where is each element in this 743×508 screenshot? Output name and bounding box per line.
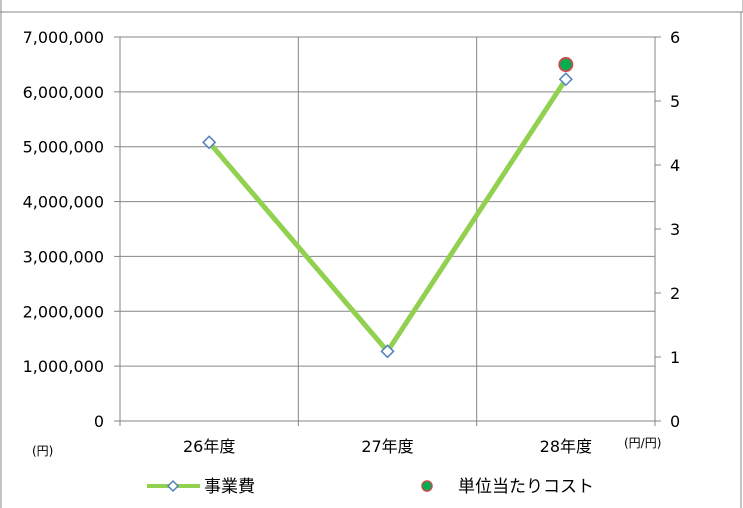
series-lines [207,77,568,354]
right-axis-tick-label: 1 [670,348,680,367]
x-axis-tick-label: 27年度 [361,437,413,456]
left-axis-tick-label: 6,000,000 [23,83,104,102]
left-axis-tick-label: 7,000,000 [23,28,104,47]
gridlines [120,36,656,421]
right-axis-tick-label: 5 [670,92,680,111]
legend-item-jigyouhi: 事業費 [147,477,255,497]
legend-label: 単位当たりコスト [458,477,594,497]
left-axis-tick-label: 4,000,000 [23,193,104,212]
axes [114,36,661,426]
legend: 事業費 単位当たりコスト [147,477,594,497]
left-axis-tick-label: 2,000,000 [23,302,104,321]
right-axis-tick-label: 6 [670,28,680,47]
left-axis-tick-label: 3,000,000 [23,247,104,266]
left-axis-tick-label: 5,000,000 [23,138,104,157]
legend-diamond-marker [166,479,180,493]
right-axis-unit: (円/円) [624,436,661,450]
series-markers [202,57,574,359]
left-axis-tick-labels: 0 1,000,000 2,000,000 3,000,000 4,000,000 5,0… [23,28,104,431]
data-point-circle [558,57,574,73]
left-axis-unit: (円) [32,444,53,458]
data-point-diamond [558,72,573,87]
right-axis-tick-label: 3 [670,220,680,239]
x-axis-tick-labels: 26年度 27年度 28年度 [183,437,592,456]
legend-label: 事業費 [204,477,255,497]
legend-item-unit-cost: 単位当たりコスト [421,477,594,497]
data-point-diamond [380,344,395,359]
x-axis-tick-label: 26年度 [183,437,235,456]
right-axis-tick-label: 2 [670,284,680,303]
legend-circle-marker [421,480,433,492]
right-axis-tick-label: 4 [670,156,680,175]
left-axis-tick-label: 1,000,000 [23,357,104,376]
series-line [207,77,568,354]
right-axis-tick-labels: 0 1 2 3 4 5 6 [670,28,680,431]
right-axis-tick-label: 0 [670,412,680,431]
x-axis-tick-label: 28年度 [540,437,592,456]
left-axis-tick-label: 0 [94,412,104,431]
data-point-diamond [202,135,217,150]
